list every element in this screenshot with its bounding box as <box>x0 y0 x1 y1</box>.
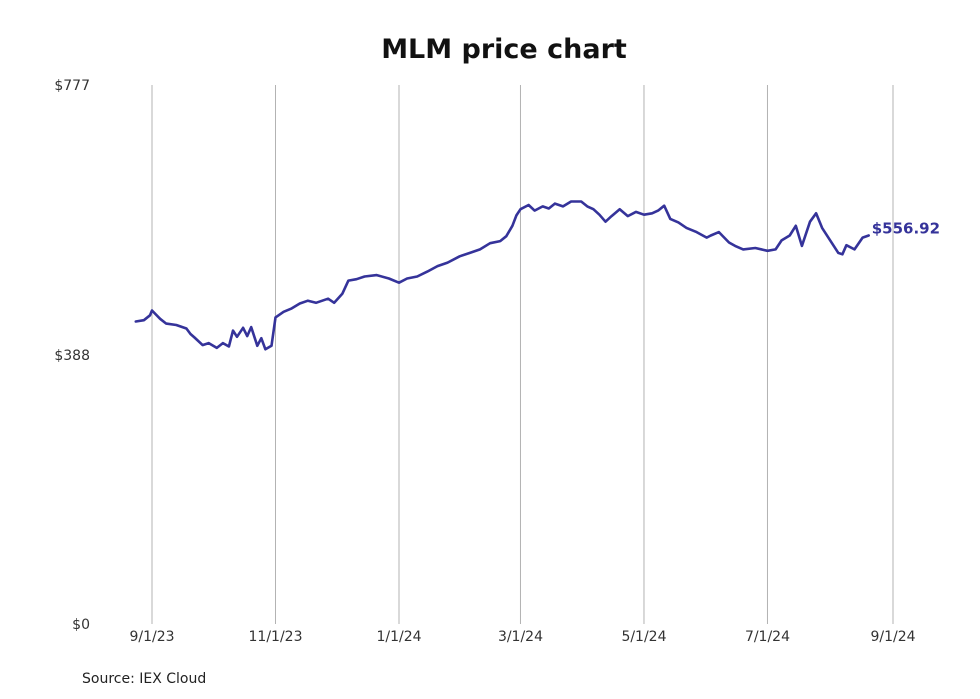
end-value-label: $556.92 <box>872 220 940 238</box>
y-axis-tick-labels: $0 $388 $777 <box>54 78 90 633</box>
x-tick-label-6: 9/1/24 <box>870 629 915 645</box>
source-label: Source: IEX Cloud <box>82 671 206 687</box>
x-tick-label-5: 7/1/24 <box>745 629 790 645</box>
price-series <box>134 200 870 351</box>
y-tick-label-1: $388 <box>54 348 90 364</box>
end-value-labels: $556.92 <box>872 220 940 238</box>
series-line-0 <box>134 200 870 351</box>
y-tick-label-2: $777 <box>54 78 90 94</box>
x-tick-label-2: 1/1/24 <box>376 629 421 645</box>
y-tick-label-0: $0 <box>72 617 90 633</box>
x-tick-label-0: 9/1/23 <box>129 629 174 645</box>
x-tick-label-4: 5/1/24 <box>621 629 666 645</box>
chart-title: MLM price chart <box>381 34 627 65</box>
x-axis-tick-labels: 9/1/23 11/1/23 1/1/24 3/1/24 5/1/24 7/1/24 9/1… <box>129 629 915 645</box>
x-tick-label-1: 11/1/23 <box>249 629 303 645</box>
vertical-gridlines <box>151 85 894 624</box>
x-tick-label-3: 3/1/24 <box>498 629 543 645</box>
